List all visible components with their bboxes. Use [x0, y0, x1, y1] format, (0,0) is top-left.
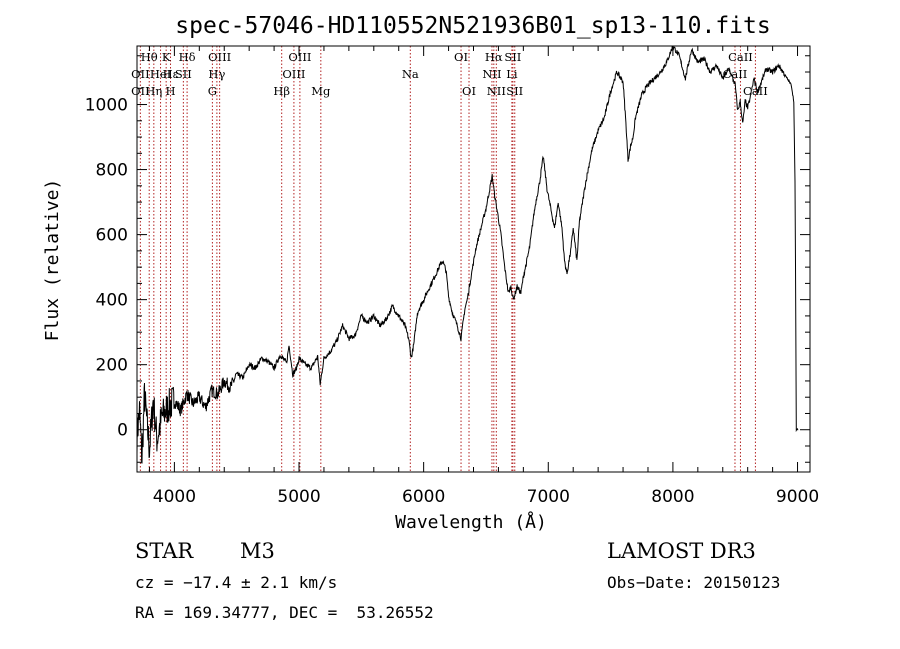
- x-tick-label: 5000: [277, 487, 320, 507]
- chart-title: spec-57046-HD110552N521936B01_sp13-110.f…: [175, 13, 770, 39]
- line-label-3: Hε: [163, 67, 179, 81]
- redshift-velocity: cz = −17.4 ± 2.1 km/s: [135, 573, 338, 592]
- survey-name: LAMOST DR3: [607, 539, 756, 563]
- line-label-0: Hθ: [141, 50, 158, 64]
- line-label-6: K: [162, 50, 171, 64]
- line-label-4: HeI: [150, 67, 171, 81]
- x-tick-label: 8000: [651, 487, 694, 507]
- line-label-14: OIII: [288, 50, 311, 64]
- line-label-22: NII: [482, 67, 501, 81]
- line-label-17: Na: [402, 67, 419, 81]
- x-axis-label: Wavelength (Å): [395, 511, 547, 533]
- y-tick-label: 0: [117, 421, 128, 441]
- line-label-21: SII: [504, 50, 521, 64]
- y-tick-label: 1000: [85, 96, 128, 116]
- line-label-2: OII: [131, 84, 150, 98]
- line-label-18: OI: [454, 50, 468, 64]
- x-tick-label: 6000: [402, 487, 445, 507]
- y-axis-label: Flux (relative): [42, 179, 63, 342]
- line-label-8: H: [166, 84, 176, 98]
- x-tick-label: 4000: [153, 487, 196, 507]
- y-tick-label: 200: [96, 356, 128, 376]
- line-label-13: Hβ: [273, 84, 290, 98]
- y-tick-label: 600: [96, 226, 128, 246]
- line-label-26: CaII: [728, 50, 753, 64]
- line-label-10: OIII: [208, 50, 231, 64]
- x-tick-label: 7000: [527, 487, 570, 507]
- axis-ticks: 4000 5000 6000 7000 8000 9000 0 200 400 600 800 100…: [85, 46, 819, 507]
- line-label-24: NII: [487, 84, 506, 98]
- line-label-11: Hγ: [208, 67, 225, 81]
- y-tick-label: 800: [96, 161, 128, 181]
- coordinates: RA = 169.34777, DEC = 53.26552: [135, 603, 434, 622]
- observation-date: Obs−Date: 20150123: [607, 573, 781, 592]
- spectral-line-markers: [139, 46, 756, 472]
- line-label-1: OII: [131, 67, 150, 81]
- spectral-subclass: M3: [240, 539, 275, 563]
- line-label-20: Hα: [485, 50, 503, 64]
- line-label-5: Hη: [145, 84, 162, 98]
- line-label-25: SII: [506, 84, 523, 98]
- line-label-23: Li: [506, 67, 518, 81]
- line-label-15: OIII: [282, 67, 305, 81]
- line-label-9: Hδ: [179, 50, 196, 64]
- line-label-27: CaII: [723, 67, 748, 81]
- spectrum-line: [136, 46, 799, 464]
- x-tick-label: 9000: [776, 487, 819, 507]
- line-label-7: SII: [175, 67, 192, 81]
- line-label-16: Mg: [311, 84, 331, 98]
- y-tick-label: 400: [96, 291, 128, 311]
- object-type: STAR: [135, 539, 194, 563]
- line-label-28: CaII: [743, 84, 768, 98]
- line-label-12: G: [208, 84, 217, 98]
- line-label-19: OI: [462, 84, 476, 98]
